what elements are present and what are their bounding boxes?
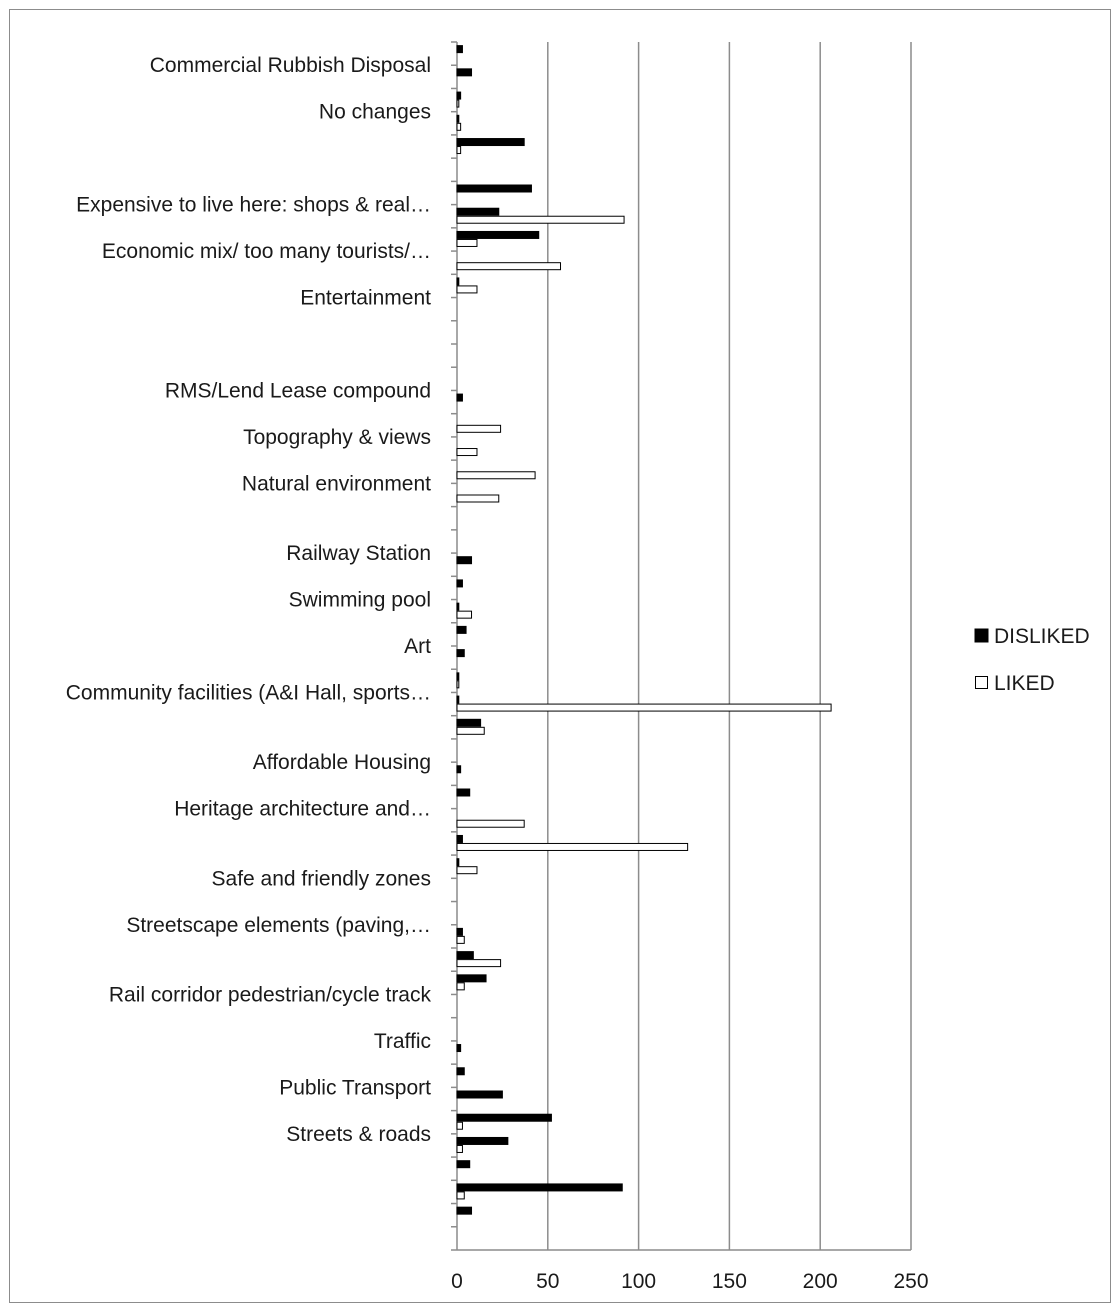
bar-liked	[456, 1144, 463, 1153]
grid-lines	[547, 42, 912, 1250]
bar-disliked	[456, 1090, 503, 1099]
bar-disliked	[456, 951, 474, 960]
bar-liked	[456, 982, 465, 991]
category-label: Commercial Rubbish Disposal	[150, 54, 431, 77]
bar-liked	[456, 238, 478, 247]
bar-disliked	[456, 974, 487, 983]
bar-disliked	[456, 207, 500, 216]
category-label: No changes	[319, 101, 431, 124]
category-label: Swimming pool	[289, 589, 431, 612]
bar-disliked	[456, 649, 465, 658]
bar-liked	[456, 424, 502, 433]
x-tick-label: 0	[451, 1270, 463, 1293]
bar-liked	[456, 935, 465, 944]
tick-labels: 0 50 100 150 200 250	[451, 1270, 928, 1293]
bar-liked	[456, 1121, 463, 1130]
bar-disliked	[456, 1113, 552, 1122]
bar-disliked	[456, 858, 460, 867]
category-label: Affordable Housing	[253, 751, 431, 774]
category-label: RMS/Lend Lease compound	[165, 379, 431, 402]
bar-disliked	[456, 1136, 509, 1145]
x-tick-label: 50	[536, 1270, 559, 1293]
category-label: Public Transport	[279, 1076, 431, 1099]
bar-disliked	[456, 695, 460, 704]
category-labels: Commercial Rubbish Disposal No changes Exp…	[66, 54, 432, 1146]
bar-liked	[456, 471, 536, 480]
bar-disliked	[456, 625, 467, 634]
bar-disliked	[456, 718, 482, 727]
bar-liked	[456, 448, 478, 457]
legend-label-liked: LIKED	[994, 672, 1055, 695]
bar-liked	[456, 959, 502, 968]
bar-liked	[456, 1191, 465, 1200]
bar-disliked	[456, 138, 525, 147]
bar-liked	[456, 285, 478, 294]
x-tick-label: 100	[621, 1270, 656, 1293]
bar-disliked	[456, 230, 540, 239]
category-label: Topography & views	[243, 426, 431, 449]
x-tick-label: 250	[893, 1270, 928, 1293]
bar-disliked	[456, 602, 460, 611]
bar-disliked	[456, 1206, 473, 1215]
category-label: Streetscape elements (paving,…	[126, 914, 431, 937]
category-label: Natural environment	[242, 472, 431, 495]
category-label: Streets & roads	[286, 1123, 431, 1146]
category-label: Community facilities (A&I Hall, sports…	[66, 681, 431, 704]
bar-liked	[456, 726, 485, 735]
bar-liked	[456, 122, 462, 131]
bar-liked	[456, 819, 525, 828]
x-tick-label: 200	[803, 1270, 838, 1293]
bar-liked	[456, 703, 832, 712]
bar-disliked	[456, 45, 463, 54]
bars	[456, 45, 832, 1215]
category-label: Entertainment	[300, 287, 431, 310]
bar-liked	[456, 262, 562, 271]
bar-disliked	[456, 927, 463, 936]
bar-liked	[456, 842, 689, 851]
bar-liked	[456, 215, 625, 224]
chart-frame	[9, 9, 1111, 1303]
category-label: Safe and friendly zones	[212, 867, 431, 890]
category-label: Railway Station	[286, 542, 431, 565]
bar-disliked	[456, 556, 473, 565]
bar-disliked	[456, 1044, 462, 1053]
bar-liked	[456, 866, 478, 875]
bar-disliked	[456, 393, 463, 402]
bar-disliked	[456, 788, 471, 797]
bar-disliked	[456, 1160, 471, 1169]
legend-item-liked: LIKED	[975, 672, 1055, 695]
bar-disliked	[456, 834, 463, 843]
category-label: Heritage architecture and…	[174, 798, 431, 821]
bar-disliked	[456, 184, 532, 193]
category-label: Art	[404, 635, 431, 658]
legend-swatch-liked	[975, 676, 988, 689]
bar-disliked	[456, 672, 460, 681]
legend: DISLIKED LIKED	[974, 625, 1090, 695]
bar-liked	[456, 99, 460, 108]
legend-item-disliked: DISLIKED	[974, 625, 1090, 648]
category-label: Traffic	[374, 1030, 431, 1053]
bar-disliked	[456, 765, 462, 774]
bar-disliked	[456, 114, 460, 123]
bar-liked	[456, 610, 473, 619]
bar-liked	[456, 494, 500, 503]
bar-liked	[456, 680, 460, 689]
bar-disliked	[456, 1067, 465, 1076]
category-label: Expensive to live here: shops & real…	[76, 194, 431, 217]
bar-disliked	[456, 579, 463, 588]
legend-swatch-disliked	[974, 628, 989, 643]
legend-label-disliked: DISLIKED	[994, 625, 1090, 648]
bar-disliked	[456, 277, 460, 286]
category-label: Economic mix/ too many tourists/…	[102, 240, 431, 263]
bar-disliked	[456, 1183, 623, 1192]
x-tick-label: 150	[712, 1270, 747, 1293]
category-label: Rail corridor pedestrian/cycle track	[109, 983, 432, 1006]
bar-liked	[456, 146, 462, 155]
bar-disliked	[456, 68, 473, 77]
bar-disliked	[456, 91, 462, 100]
